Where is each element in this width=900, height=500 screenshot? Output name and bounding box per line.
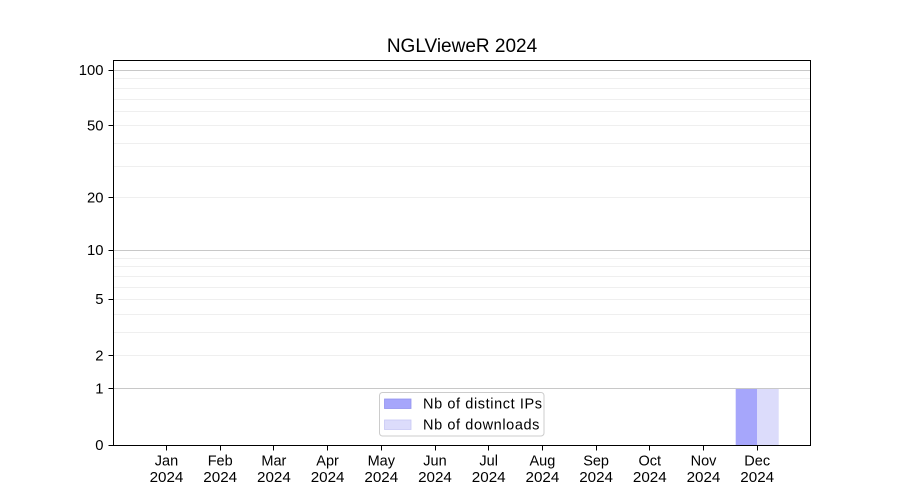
svg-text:Nb of distinct IPs: Nb of distinct IPs bbox=[423, 397, 543, 413]
svg-text:1: 1 bbox=[95, 381, 103, 397]
svg-text:NGLVieweR 2024: NGLVieweR 2024 bbox=[387, 36, 538, 57]
svg-text:Oct: Oct bbox=[639, 454, 662, 470]
svg-text:2: 2 bbox=[95, 348, 103, 364]
svg-text:5: 5 bbox=[95, 292, 103, 308]
svg-text:50: 50 bbox=[87, 118, 103, 134]
svg-text:Jan: Jan bbox=[155, 454, 178, 470]
svg-text:20: 20 bbox=[87, 191, 103, 207]
svg-text:10: 10 bbox=[87, 243, 103, 259]
svg-text:2024: 2024 bbox=[418, 469, 452, 486]
svg-text:2024: 2024 bbox=[472, 469, 506, 486]
svg-text:Jun: Jun bbox=[423, 454, 446, 470]
svg-text:2024: 2024 bbox=[311, 469, 345, 486]
svg-text:Dec: Dec bbox=[744, 454, 770, 470]
svg-text:Nb of downloads: Nb of downloads bbox=[423, 418, 540, 434]
svg-text:2024: 2024 bbox=[150, 469, 184, 486]
svg-text:2024: 2024 bbox=[740, 469, 774, 486]
svg-text:2024: 2024 bbox=[364, 469, 398, 486]
svg-text:Apr: Apr bbox=[316, 454, 339, 470]
svg-text:2024: 2024 bbox=[687, 469, 721, 486]
svg-text:Mar: Mar bbox=[261, 454, 286, 470]
svg-text:Nov: Nov bbox=[691, 454, 718, 470]
svg-text:May: May bbox=[368, 454, 396, 470]
svg-text:Jul: Jul bbox=[479, 454, 498, 470]
svg-text:2024: 2024 bbox=[633, 469, 667, 486]
svg-text:2024: 2024 bbox=[526, 469, 560, 486]
svg-text:100: 100 bbox=[79, 63, 104, 79]
svg-text:2024: 2024 bbox=[203, 469, 237, 486]
svg-text:Aug: Aug bbox=[529, 454, 555, 470]
svg-text:Feb: Feb bbox=[208, 454, 233, 470]
svg-text:2024: 2024 bbox=[257, 469, 291, 486]
svg-text:Sep: Sep bbox=[583, 454, 609, 470]
svg-text:2024: 2024 bbox=[579, 469, 613, 486]
svg-text:0: 0 bbox=[95, 438, 103, 454]
